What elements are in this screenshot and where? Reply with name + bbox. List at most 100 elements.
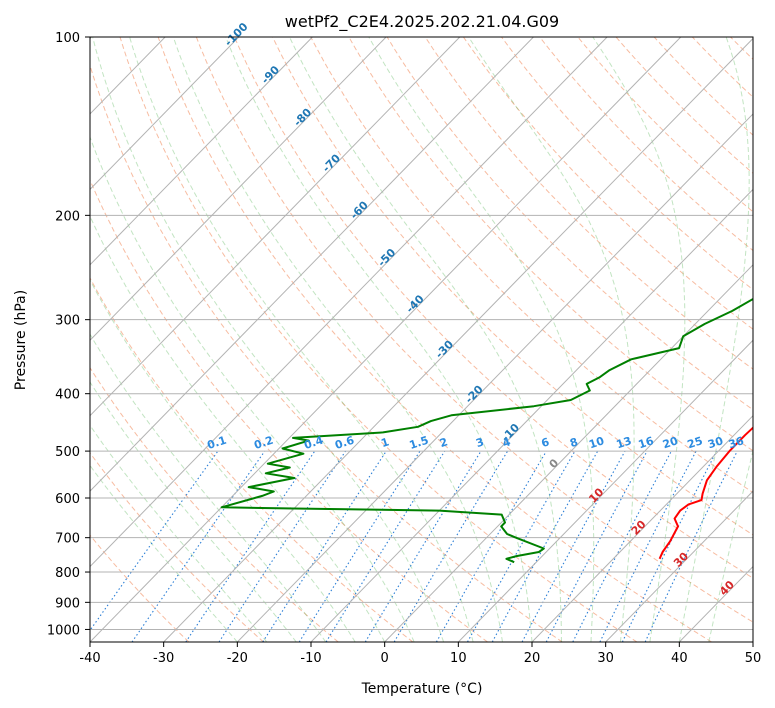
isotherm-label: -20 (463, 383, 486, 407)
x-tick-label: 30 (597, 651, 614, 666)
moist-adiabat (90, 464, 238, 642)
moist-adiabat (708, 448, 753, 642)
isotherm-line (236, 113, 753, 642)
y-tick-label: 700 (55, 532, 80, 547)
background-lines (90, 37, 775, 642)
mixing-ratio-line (364, 450, 482, 642)
mixing-ratio-label: 0.4 (302, 433, 325, 451)
mixing-ratio-line (521, 450, 626, 642)
mixing-ratio-label: 2 (438, 435, 449, 450)
isotherm-line (163, 37, 753, 642)
isotherm-line (457, 339, 753, 642)
moist-adiabat (90, 381, 297, 642)
dry-adiabat (424, 37, 753, 370)
y-tick-label: 500 (55, 445, 80, 460)
x-tick-label: -10 (300, 651, 321, 666)
dry-adiabat (90, 178, 488, 642)
mixing-ratio-label: 3 (474, 435, 485, 450)
mixing-ratio-label: 0.2 (252, 434, 275, 452)
x-tick-label: 50 (745, 651, 762, 666)
mixing-ratio-line (325, 450, 446, 642)
mixing-ratio-line (572, 450, 672, 642)
moist-adiabat (92, 37, 445, 642)
dry-adiabat (769, 37, 775, 642)
isotherm-line (90, 37, 387, 341)
mixing-ratio-label: 10 (587, 434, 606, 451)
mixing-ratio-line (491, 450, 599, 642)
mixing-ratio-label: 36 (727, 434, 746, 451)
mixing-ratio-line (644, 450, 738, 642)
axes: -40 -30 -20 -10 0 10 20 30 40 5010009008007006005… (47, 31, 761, 666)
moist-adiabat (90, 279, 356, 642)
isotherm-label: -90 (259, 63, 282, 87)
dry-adiabat (653, 37, 753, 136)
sounding-traces (220, 297, 753, 564)
dewpoint-trace (220, 297, 753, 564)
mixing-ratio-label: 1.5 (408, 434, 431, 452)
dry-adiabat (539, 37, 753, 252)
mixing-ratio-label: 0.1 (206, 434, 229, 452)
y-tick-label: 900 (55, 596, 80, 611)
mixing-ratio-line (298, 450, 421, 642)
mixing-ratio-label: 30 (706, 434, 725, 451)
moist-adiabat (172, 37, 503, 642)
mixing-ratio-label: 13 (615, 434, 634, 451)
isotherm-line (90, 37, 240, 191)
x-tick-label: -40 (79, 651, 100, 666)
x-tick-label: 20 (524, 651, 541, 666)
moist-adiabat (90, 424, 268, 642)
moist-adiabat (468, 37, 635, 642)
dry-adiabat (90, 277, 414, 642)
mixing-ratio-label: 6 (540, 435, 552, 450)
isotherm-line (752, 641, 753, 642)
y-axis-label: Pressure (hPa) (13, 290, 29, 390)
isotherm-label: -60 (348, 198, 371, 222)
x-tick-label: -20 (227, 651, 248, 666)
dry-adiabat (615, 37, 753, 174)
mixing-ratio-label: 16 (637, 434, 656, 451)
dry-adiabat (501, 37, 753, 291)
isotherm-line (384, 264, 753, 642)
mixing-ratio-line (621, 450, 718, 642)
temperature-trace (658, 426, 753, 560)
chart-title: wetPf2_C2E4.2025.202.21.04.G09 (285, 12, 559, 32)
isotherm-label: -40 (404, 292, 427, 316)
dry-adiabat (157, 37, 712, 642)
dry-adiabat (272, 37, 753, 536)
y-tick-label: 600 (55, 492, 80, 507)
isotherm-label: 30 (671, 549, 691, 569)
mixing-ratio-line (90, 450, 219, 632)
mixing-ratio-label: 1 (379, 435, 390, 450)
dry-adiabat (233, 37, 753, 579)
dry-adiabat (462, 37, 753, 330)
dry-adiabat (310, 37, 753, 494)
plot-frame (89, 36, 754, 643)
isotherm-line (90, 37, 682, 642)
moist-adiabat (90, 333, 327, 642)
x-axis-label: Temperature (°C) (361, 681, 483, 697)
dry-adiabat (90, 63, 563, 642)
dry-adiabat (691, 37, 753, 98)
y-tick-label: 1000 (47, 623, 80, 638)
moist-adiabat (90, 215, 386, 642)
isotherm-label: 40 (717, 578, 737, 598)
moist-adiabat (678, 37, 750, 642)
isotherm-label: 10 (586, 485, 606, 505)
mixing-ratio-label: 25 (686, 434, 705, 451)
mixing-ratio-line (435, 450, 547, 642)
mixing-ratio-line (545, 450, 648, 642)
moist-adiabat (225, 37, 533, 642)
line-labels: -100-90-80-70-60-50-40-30-20-10010203040… (206, 20, 746, 598)
dry-adiabat (90, 534, 190, 642)
isotherm-line (531, 414, 753, 642)
isotherm-label: -70 (320, 151, 343, 175)
isotherm-line (90, 37, 461, 417)
dry-adiabat (90, 366, 339, 642)
dry-adiabat (386, 37, 753, 411)
isotherm-label: -50 (375, 246, 398, 270)
mixing-ratio-line (185, 450, 316, 642)
isotherm-label: -30 (433, 338, 456, 362)
mixing-ratio-line (262, 450, 387, 642)
y-tick-label: 100 (55, 31, 80, 46)
mixing-ratio-line (599, 450, 697, 642)
